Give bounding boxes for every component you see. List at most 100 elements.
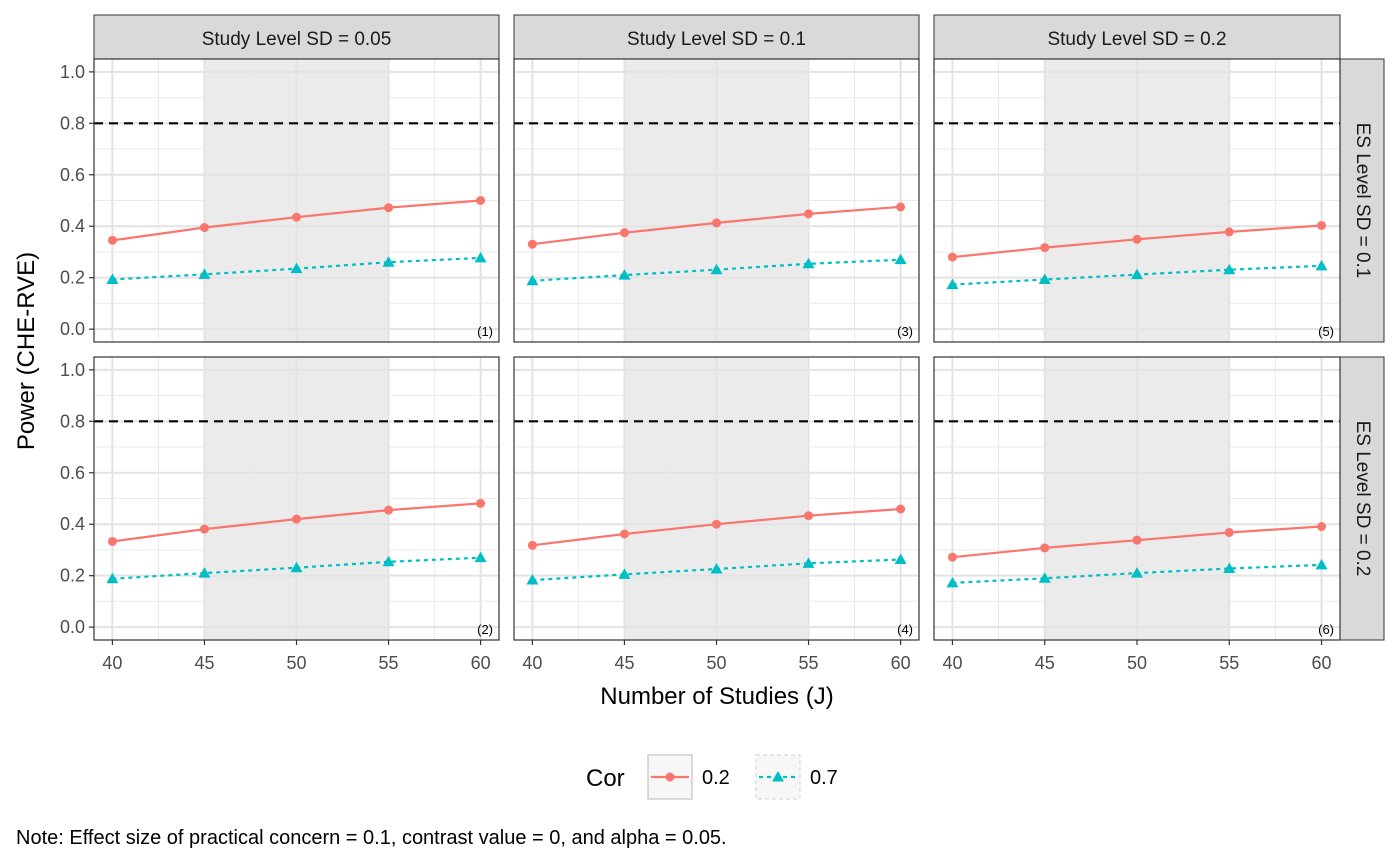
point-cor-0.7 [526, 274, 539, 286]
point-cor-0.7 [946, 576, 959, 588]
x-tick-label: 55 [1219, 653, 1239, 673]
panel-tag: (5) [1318, 324, 1334, 339]
caption-note: Note: Effect size of practical concern =… [16, 827, 727, 849]
point-cor-0.2 [292, 212, 301, 222]
point-cor-0.7 [198, 567, 211, 578]
legend-entry-label: 0.2 [702, 767, 730, 789]
x-axis-title: Number of Studies (J) [600, 683, 833, 710]
point-cor-0.7 [382, 256, 395, 267]
point-cor-0.7 [710, 562, 723, 574]
point-cor-0.2 [1317, 522, 1327, 532]
panel-border [933, 58, 1341, 343]
legend-keys: 0.2 0.7 [647, 754, 838, 800]
point-cor-0.2 [292, 514, 301, 524]
point-cor-0.2 [1224, 227, 1234, 237]
point-cor-0.2 [199, 223, 209, 233]
point-cor-0.7 [946, 278, 959, 290]
x-tick-label: 45 [1035, 653, 1055, 673]
point-cor-0.2 [804, 209, 814, 219]
point-cor-0.7 [618, 269, 631, 280]
x-tick-label: 50 [1127, 653, 1147, 673]
point-cor-0.7 [894, 553, 907, 564]
point-cor-0.2 [896, 202, 906, 212]
point-cor-0.2 [476, 196, 486, 205]
x-tick-label: 50 [286, 653, 306, 673]
y-tick-label: 0.4 [60, 514, 85, 534]
point-cor-0.2 [712, 218, 721, 228]
point-cor-0.7 [526, 574, 539, 585]
column-strip [93, 14, 500, 60]
point-cor-0.2 [107, 235, 117, 245]
y-tick-label: 0.8 [60, 411, 85, 431]
point-cor-0.7 [1038, 273, 1051, 284]
point-cor-0.7 [802, 257, 815, 269]
legend-key-marker [665, 772, 675, 782]
y-tick-label: 0.2 [60, 566, 85, 586]
point-cor-0.7 [474, 551, 487, 563]
column-strip-label: Study Level SD = 0.1 [627, 29, 806, 50]
point-cor-0.2 [1317, 220, 1327, 230]
point-cor-0.2 [947, 552, 957, 562]
point-cor-0.2 [1132, 234, 1142, 244]
column-strip-label: Study Level SD = 0.2 [1047, 29, 1226, 50]
point-cor-0.2 [384, 505, 394, 515]
point-cor-0.2 [1224, 527, 1234, 537]
y-tick-label: 1.0 [60, 360, 85, 380]
legend: Cor 0.2 0.7 [586, 754, 838, 800]
legend-entry-label: 0.7 [810, 767, 838, 789]
facet-panel: (3) [513, 58, 920, 343]
point-cor-0.7 [290, 262, 303, 274]
point-cor-0.7 [802, 557, 815, 568]
x-tick-label: 60 [471, 653, 491, 673]
point-cor-0.2 [1040, 243, 1050, 253]
point-cor-0.2 [527, 239, 537, 249]
point-cor-0.2 [1040, 543, 1050, 553]
point-cor-0.2 [384, 203, 394, 213]
point-cor-0.7 [1223, 263, 1236, 275]
row-strip [1339, 58, 1385, 343]
facet-panel: (1) [93, 58, 500, 343]
point-cor-0.2 [712, 519, 721, 529]
point-cor-0.7 [894, 253, 907, 265]
legend-title: Cor [586, 765, 625, 792]
point-cor-0.7 [106, 572, 119, 584]
point-cor-0.2 [947, 252, 957, 262]
axes-layer: 0.0 0.2 0.4 0.6 0.8 1.0 0.0 0.2 0.4 0.6 0.8 1.0 40 45… [60, 62, 1332, 673]
point-cor-0.7 [106, 273, 119, 284]
point-cor-0.2 [619, 228, 629, 238]
panel-tag: (4) [897, 622, 913, 637]
point-cor-0.7 [290, 561, 303, 573]
column-strip [933, 14, 1341, 60]
point-cor-0.2 [107, 536, 117, 546]
point-cor-0.7 [198, 268, 211, 279]
facet-panel: (2) [93, 356, 500, 641]
x-tick-label: 60 [891, 653, 911, 673]
y-tick-label: 0.2 [60, 268, 85, 288]
panel-border [93, 58, 500, 343]
point-cor-0.7 [1131, 268, 1143, 280]
y-tick-label: 0.8 [60, 113, 85, 133]
x-tick-label: 55 [799, 653, 819, 673]
y-tick-label: 1.0 [60, 62, 85, 82]
x-tick-label: 60 [1312, 653, 1332, 673]
point-cor-0.7 [710, 263, 723, 275]
point-cor-0.7 [1038, 572, 1051, 583]
point-cor-0.7 [474, 251, 487, 263]
x-tick-label: 40 [522, 653, 542, 673]
point-cor-0.2 [199, 524, 209, 534]
row-strip-label: ES Level SD = 0.1 [1352, 123, 1373, 279]
x-tick-label: 50 [706, 653, 726, 673]
point-cor-0.7 [1223, 562, 1236, 573]
y-tick-label: 0.0 [60, 617, 85, 637]
x-tick-label: 45 [614, 653, 634, 673]
point-cor-0.7 [618, 568, 631, 579]
point-cor-0.7 [1315, 259, 1328, 271]
y-axis-title: Power (CHE-RVE) [13, 252, 40, 450]
panel-tag: (6) [1318, 622, 1334, 637]
facet-panel: (5) [933, 58, 1341, 343]
point-cor-0.2 [1132, 535, 1142, 545]
panel-tag: (1) [477, 324, 493, 339]
y-tick-label: 0.6 [60, 165, 85, 185]
row-strip [1339, 356, 1385, 641]
panel-tag: (3) [897, 324, 913, 339]
